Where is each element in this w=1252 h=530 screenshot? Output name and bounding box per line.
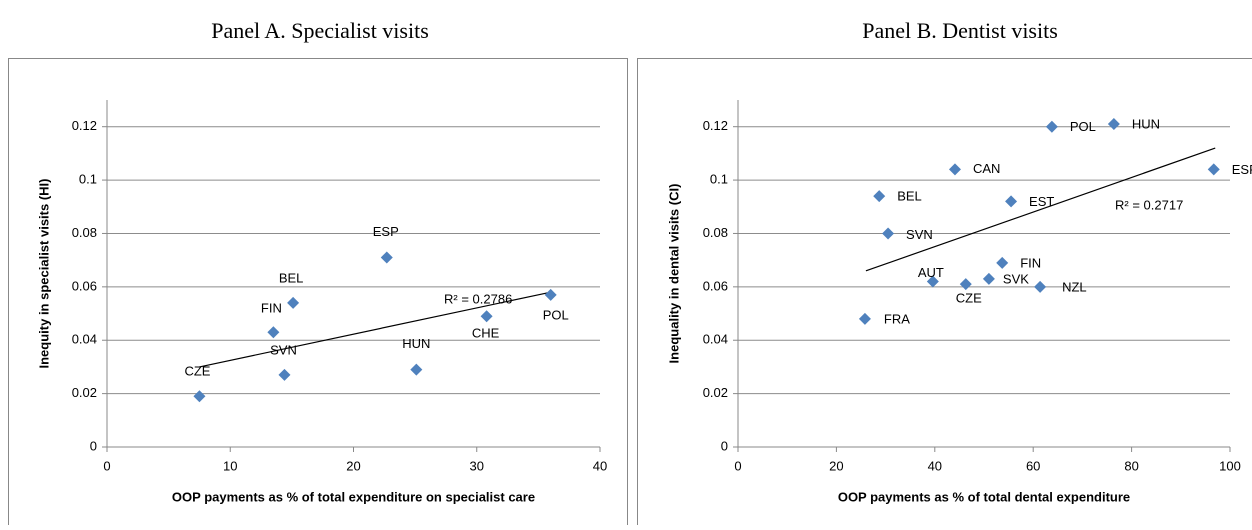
point-label: CZE: [956, 291, 982, 306]
point-label: SVN: [906, 227, 933, 242]
point: [545, 289, 557, 301]
point: [1005, 195, 1017, 207]
point: [1034, 281, 1046, 293]
x-tick-label: 100: [1219, 458, 1241, 473]
y-tick-label: 0.06: [703, 278, 728, 293]
y-tick-label: 0: [90, 438, 97, 453]
point: [481, 310, 493, 322]
point-label: POL: [1070, 119, 1096, 134]
point: [983, 273, 995, 285]
y-tick-label: 0.06: [72, 278, 97, 293]
point-label: ESP: [1232, 162, 1252, 177]
panel-title: Panel B. Dentist visits: [862, 18, 1058, 43]
panel-title: Panel A. Specialist visits: [211, 18, 429, 43]
point-label: FIN: [261, 301, 282, 316]
point-label: BEL: [279, 270, 304, 285]
panel-frame: [9, 59, 628, 526]
r2-annotation: R² = 0.2717: [1115, 197, 1183, 212]
point: [1208, 163, 1220, 175]
point-label: ESP: [373, 224, 399, 239]
y-axis-title: Inequality in dental visits (CI): [666, 184, 681, 364]
point: [278, 369, 290, 381]
y-tick-label: 0.02: [72, 385, 97, 400]
point-label: SVK: [1003, 271, 1029, 286]
point-label: NZL: [1062, 279, 1087, 294]
point: [1046, 121, 1058, 133]
point-label: CHE: [472, 326, 500, 341]
x-tick-label: 40: [928, 458, 942, 473]
y-tick-label: 0.12: [703, 118, 728, 133]
x-tick-label: 60: [1026, 458, 1040, 473]
x-tick-label: 20: [346, 458, 360, 473]
point-label: HUN: [1132, 116, 1160, 131]
point-label: FIN: [1020, 255, 1041, 270]
point: [949, 163, 961, 175]
point-label: HUN: [402, 336, 430, 351]
point: [410, 364, 422, 376]
y-tick-label: 0.04: [72, 332, 97, 347]
x-tick-label: 10: [223, 458, 237, 473]
x-axis-title: OOP payments as % of total dental expend…: [838, 489, 1130, 504]
x-tick-label: 40: [593, 458, 607, 473]
point-label: EST: [1029, 194, 1054, 209]
point: [996, 257, 1008, 269]
y-tick-label: 0.08: [72, 225, 97, 240]
y-tick-label: 0.1: [710, 172, 728, 187]
r2-annotation: R² = 0.2786: [444, 291, 512, 306]
y-tick-label: 0.04: [703, 332, 728, 347]
x-tick-label: 20: [829, 458, 843, 473]
point-label: CAN: [973, 161, 1000, 176]
y-tick-label: 0.12: [72, 118, 97, 133]
point-label: FRA: [884, 311, 910, 326]
point-label: POL: [543, 307, 569, 322]
y-axis-title: Inequity in specialist visits (HI): [36, 179, 51, 369]
point: [859, 313, 871, 325]
point: [960, 278, 972, 290]
y-tick-label: 0: [721, 438, 728, 453]
point-label: BEL: [897, 189, 922, 204]
point: [287, 297, 299, 309]
point: [882, 227, 894, 239]
x-tick-label: 0: [734, 458, 741, 473]
point-label: SVN: [270, 342, 297, 357]
point-label: CZE: [184, 364, 210, 379]
y-tick-label: 0.08: [703, 225, 728, 240]
x-tick-label: 80: [1124, 458, 1138, 473]
point: [1108, 118, 1120, 130]
y-tick-label: 0.1: [79, 172, 97, 187]
y-tick-label: 0.02: [703, 385, 728, 400]
point: [381, 251, 393, 263]
x-tick-label: 0: [103, 458, 110, 473]
x-tick-label: 30: [470, 458, 484, 473]
x-axis-title: OOP payments as % of total expenditure o…: [172, 489, 535, 504]
point-label: AUT: [918, 265, 944, 280]
point: [193, 390, 205, 402]
point: [873, 190, 885, 202]
point: [267, 326, 279, 338]
